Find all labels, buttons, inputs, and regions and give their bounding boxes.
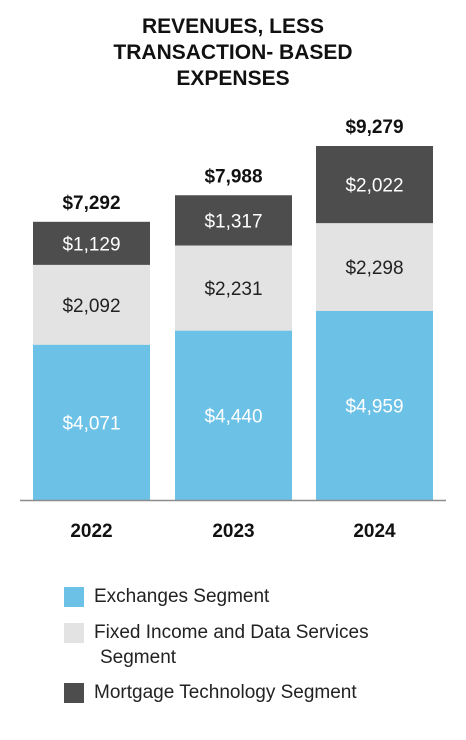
total-label-2024: $9,279 <box>345 117 403 138</box>
data-label-2023-series-1: $2,231 <box>204 279 262 300</box>
total-label-2022: $7,292 <box>62 193 120 214</box>
data-label-2022-series-2: $1,129 <box>62 234 120 255</box>
bar-segment-2024-series-0 <box>316 310 433 500</box>
data-label-2022-series-1: $2,092 <box>62 296 120 317</box>
legend-label-fixed-income-line-2: Segment <box>100 647 177 668</box>
bar-segment-2022-series-0 <box>33 344 150 500</box>
data-label-2024-series-2: $2,022 <box>345 176 403 197</box>
bar-segment-2024-series-2 <box>316 146 433 224</box>
stacked-bar-chart: $4,071 $2,092 $1,129 $7,292 2022 $4,440 $2,231… <box>20 117 446 542</box>
bar-segment-2022-series-1 <box>33 264 150 345</box>
chart-title: REVENUES, LESS TRANSACTION- BASED EXPENS… <box>0 14 466 92</box>
data-label-2024-series-1: $2,298 <box>345 258 403 279</box>
bar-segment-2023-series-0 <box>175 330 292 500</box>
x-tick-label-2024: 2024 <box>353 521 396 542</box>
bar-segment-2022-series-2 <box>33 221 150 265</box>
data-label-2023-series-0: $4,440 <box>204 406 262 427</box>
bar-segment-2024-series-1 <box>316 223 433 311</box>
chart-title-line-1: REVENUES, LESS <box>141 15 325 38</box>
data-label-2022-series-0: $4,071 <box>62 413 120 434</box>
data-label-2024-series-0: $4,959 <box>345 396 403 417</box>
legend-swatch-fixed-income <box>64 623 84 643</box>
legend-label-mortgage: Mortgage Technology Segment <box>94 682 357 703</box>
total-label-2023: $7,988 <box>204 166 262 187</box>
chart-title-line-3: EXPENSES <box>176 67 290 90</box>
legend-swatch-mortgage <box>64 683 84 703</box>
bar-segment-2023-series-1 <box>175 245 292 331</box>
legend-swatch-exchanges <box>64 587 84 607</box>
bar-segment-2023-series-2 <box>175 195 292 246</box>
data-label-2023-series-2: $1,317 <box>204 211 262 232</box>
legend-label-exchanges: Exchanges Segment <box>94 586 270 607</box>
legend-label-fixed-income-line-1: Fixed Income and Data Services <box>94 622 369 643</box>
x-tick-label-2023: 2023 <box>212 521 254 542</box>
x-tick-label-2022: 2022 <box>70 521 112 542</box>
chart-title-line-2: TRANSACTION- BASED <box>113 41 353 64</box>
